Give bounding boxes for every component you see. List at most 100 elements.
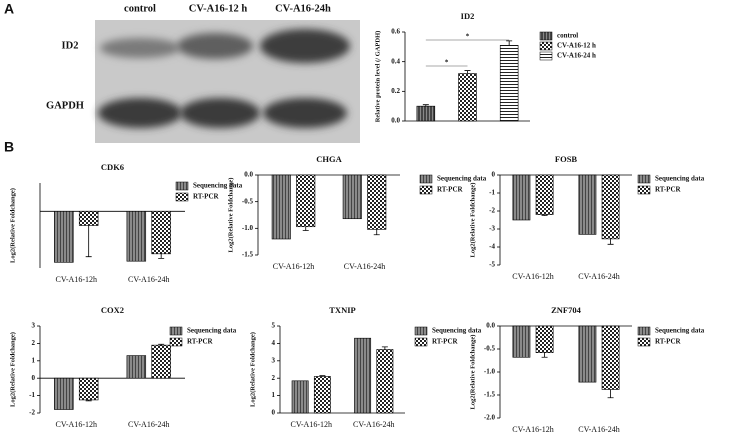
y-tick-label: -0.5 [242,197,254,205]
panel-label: A [4,1,14,17]
y-tick-label: -1.0 [484,368,496,376]
panel-label: B [4,139,14,155]
legend-swatch [419,174,433,184]
y-tick-label: 0.0 [391,117,400,125]
x-tick-label: CV-A16-24h [128,275,169,284]
y-axis-label: Log2(Relative Foldchange) [249,332,256,407]
y-axis-label: Relative protein level (/ GAPDH) [374,31,381,123]
legend-swatch [539,51,553,61]
error-bar [422,104,429,107]
y-tick-label: -0.5 [484,345,496,353]
y-tick-label: 3 [272,356,276,364]
bar [512,325,531,358]
legend-label: RT-PCR [432,338,458,346]
y-tick-label: 0.0 [244,171,253,179]
lane-label: CV-A16-24h [275,3,331,14]
bar [151,211,171,255]
legend-swatch [539,31,553,41]
blot-band [263,98,347,128]
bar [342,174,362,220]
error-bar [85,225,92,258]
lane-label: control [124,3,156,14]
legend-label: Sequencing data [655,175,705,183]
y-tick-label: 1 [272,391,276,399]
y-tick-label: -1.5 [242,251,254,259]
error-bar [541,214,548,216]
legend-label: RT-PCR [655,186,681,194]
x-tick-label: CV-A16-12h [291,420,332,429]
row-label: ID2 [62,40,79,51]
legend-label: CV-A16-24 h [557,52,596,60]
error-bar [158,343,165,346]
x-tick-label: CV-A16-12h [512,272,553,281]
legend-swatch [175,192,189,202]
chart-title: ID2 [461,11,475,21]
legend-swatch [637,326,651,336]
y-tick-label: 5 [272,322,276,330]
error-bar [541,352,548,358]
bar [126,211,147,262]
legend-label: control [557,32,578,40]
western-blot: control CV-A16-12 h CV-A16-24h ID2 GAPDH [46,0,360,143]
bar [54,377,74,410]
x-tick-label: CV-A16-12h [56,275,97,284]
y-tick-label: -2 [29,409,35,417]
error-bar [607,389,614,399]
bar [296,174,316,228]
legend-swatch [637,185,651,195]
blot-band [260,29,350,63]
chart-title: FOSB [555,154,578,164]
blot-band [100,38,180,58]
bar [271,174,291,240]
y-tick-label: -5 [489,261,495,269]
error-bar [607,238,614,245]
y-tick-label: -3 [489,225,495,233]
legend-label: Sequencing data [437,175,487,183]
bar [78,377,99,401]
blot-band [177,33,253,59]
y-tick-label: 0 [272,409,276,417]
bar [78,211,99,226]
y-axis-label: Log2(Relative Foldchange) [227,178,234,253]
bar [512,174,531,221]
legend-swatch [539,41,553,51]
bar [535,325,554,353]
legend-label: Sequencing data [193,182,243,190]
blot-band [180,98,260,128]
bar [578,325,597,383]
y-tick-label: -2.0 [484,414,496,422]
legend-label: RT-PCR [193,193,219,201]
error-bar [373,229,380,236]
y-tick-label: -1 [29,391,35,399]
y-tick-label: 2 [272,374,276,382]
legend-swatch [169,337,183,347]
bar [54,211,74,263]
y-tick-label: 1 [32,356,36,364]
legend-label: Sequencing data [432,327,482,335]
bar [126,355,147,379]
legend-swatch [175,181,189,191]
bar [416,105,436,122]
y-tick-label: 0.6 [391,28,400,36]
legend-label: RT-PCR [437,186,463,194]
legend-label: RT-PCR [187,338,213,346]
legend-swatch [419,185,433,195]
error-bar [506,40,513,46]
chart-title: CHGA [316,154,342,164]
bar [367,174,387,230]
y-tick-label: 0.2 [391,87,400,95]
bar [151,344,171,379]
x-tick-label: CV-A16-24h [578,272,619,281]
chart-title: CDK6 [101,162,124,172]
bar [458,73,477,122]
chart-title: COX2 [101,305,124,315]
y-axis-label: Log2(Relative Foldchange) [9,188,16,263]
legend-swatch [414,326,428,336]
bar [376,349,394,414]
y-tick-label: -1 [489,189,495,197]
x-tick-label: CV-A16-12h [56,420,97,429]
error-bar [302,226,309,231]
significance-mark: * [466,33,470,41]
x-tick-label: CV-A16-12h [512,425,553,434]
